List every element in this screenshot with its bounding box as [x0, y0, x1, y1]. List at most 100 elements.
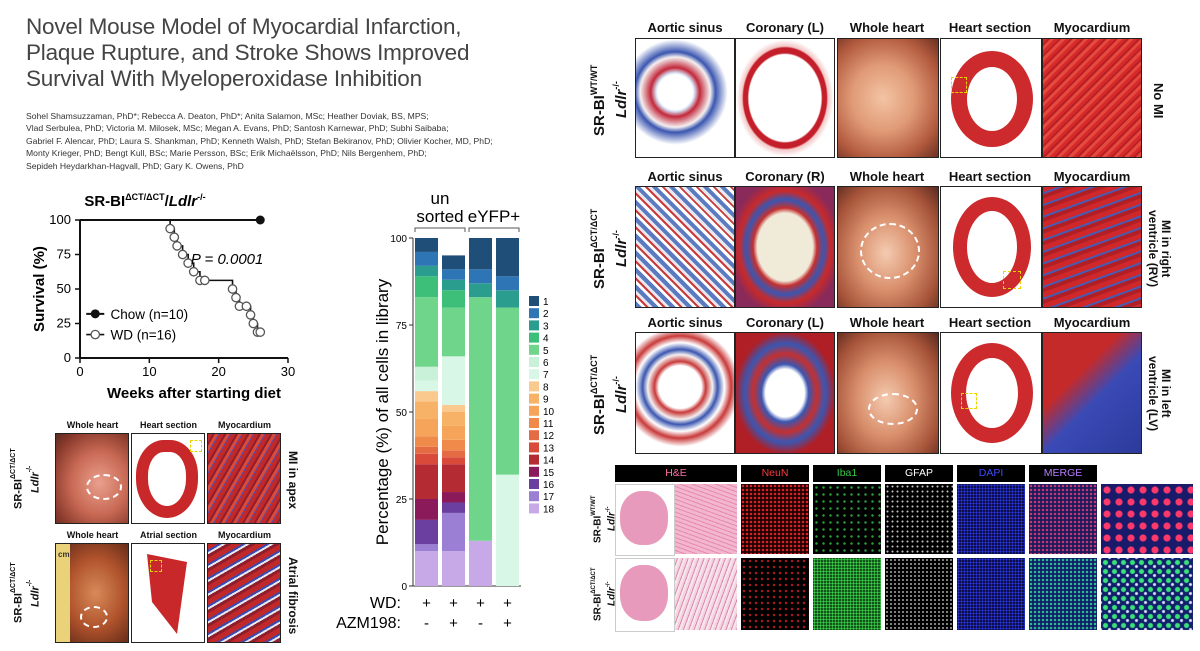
y-tick-label: 0 [64, 350, 71, 365]
genotype-ct-label-1: SR-BIΔCT/ΔCT Ldlr-/- [589, 208, 630, 289]
brain-dapi-wt [957, 484, 1025, 554]
header-neun: NeuN [741, 465, 809, 482]
mi-lv-label: MI in left ventricle (LV) [1146, 355, 1173, 432]
legend-swatch [529, 320, 539, 331]
title-line-1: Novel Mouse Model of Myocardial Infarcti… [26, 14, 462, 39]
bar-segment [442, 439, 465, 451]
header-myocardium: Myocardium [217, 420, 271, 430]
brain-iba1-wt [813, 484, 881, 554]
brain-gfap-wt [885, 484, 953, 554]
row-value-wd: + [503, 595, 512, 612]
legend-chow-label: Chow (n=10) [111, 307, 189, 322]
p-value-label: P = 0.0001 [191, 251, 263, 268]
header-coronary-r: Coronary (R) [745, 169, 825, 184]
header-whole-heart-2: Whole heart [66, 530, 119, 540]
header-aortic-sinus-3: Aortic sinus [647, 315, 723, 330]
header-myocardium-3: Myocardium [1053, 315, 1131, 330]
y-tick-label: 50 [396, 408, 408, 419]
header-coronary-l-3: Coronary (L) [746, 315, 824, 330]
header-myocardium: Myocardium [1053, 20, 1131, 35]
heart-section-photo-2 [940, 186, 1042, 308]
whole-heart-photo-3 [837, 332, 939, 454]
mi-genotype-label-1: SR-BIΔCT/ΔCT Ldlr-/- [10, 448, 42, 510]
legend-swatch [529, 357, 539, 367]
y-tick-label: 0 [401, 582, 407, 593]
bar-segment [496, 307, 519, 475]
coronary-l-photo-3 [735, 332, 835, 454]
legend-label: 14 [543, 456, 555, 467]
bar-segment [496, 276, 519, 291]
brain-neun-wt [741, 484, 809, 554]
bar-segment [415, 297, 438, 367]
header-whole-heart: Whole heart [66, 420, 119, 430]
legend-swatch [529, 430, 539, 441]
legend-label: 9 [543, 395, 549, 406]
legend-label: 10 [543, 407, 555, 418]
bar-segment [496, 290, 519, 308]
bar-segment [442, 492, 465, 503]
legend-swatch [529, 332, 539, 343]
series-wd-point [248, 318, 259, 329]
legend-swatch [529, 503, 539, 514]
no-mi-label: No MI [1151, 83, 1166, 119]
group-label-unsorted-1: un [431, 189, 450, 208]
legend-wd-label: WD (n=16) [111, 328, 177, 343]
series-wd-point [165, 223, 175, 234]
header-heart-section: Heart section [948, 20, 1032, 35]
series-wd-point [172, 241, 182, 251]
author-line: Vlad Serbulea, PhD; Victoria M. Milosek,… [26, 123, 449, 134]
bar-segment [442, 412, 465, 426]
title-line-3: Survival With Myeloperoxidase Inhibition [26, 66, 422, 91]
aortic-sinus-photo [635, 38, 735, 158]
coronary-l-photo [735, 38, 835, 158]
aortic-sinus-photo-2 [635, 186, 735, 308]
bar-segment [442, 269, 465, 280]
brain-merge-wt [1029, 484, 1097, 554]
brain-he-overview-ct [615, 558, 675, 632]
x-tick-label: 10 [142, 364, 156, 379]
header-whole-heart-3: Whole heart [849, 315, 925, 330]
mi-rv-label: MI in right ventricle (RV) [1146, 210, 1173, 288]
bar-segment [415, 251, 438, 266]
legend-label: 11 [543, 419, 554, 430]
y-tick-label: 25 [396, 495, 408, 506]
myocardium-photo [207, 433, 281, 524]
brain-merge-ct [1029, 558, 1097, 630]
series-wd-point [183, 258, 194, 268]
legend-swatch [529, 344, 539, 355]
whole-heart-ruler-photo: cm [55, 543, 129, 643]
author-line: Sohel Shamsuzzaman, PhD*; Rebecca A. Dea… [26, 111, 429, 121]
myocardium-photo-2 [1042, 186, 1142, 308]
bar-segment [469, 283, 492, 298]
brain-genotype-wt: SR-BIWT/WT Ldlr-/- [591, 495, 618, 543]
bar-segment [415, 499, 438, 520]
y-axis-label: Survival (%) [31, 246, 48, 332]
brain-gfap-ct [885, 558, 953, 630]
series-wd-point [231, 292, 241, 303]
legend-label: 7 [543, 370, 549, 381]
header-heart-section-3: Heart section [948, 315, 1032, 330]
row-value-azm: + [449, 615, 458, 632]
bar-segment [415, 238, 438, 252]
legend-label: 18 [543, 504, 555, 515]
series-wd-point [188, 266, 199, 277]
header-iba1: Iba1 [813, 465, 881, 482]
brain-he-zoom-wt [675, 484, 737, 554]
header-atrial-section: Atrial section [139, 530, 197, 540]
legend-swatch [529, 393, 539, 404]
header-aortic-sinus-2: Aortic sinus [647, 169, 723, 184]
legend-label: 17 [543, 492, 555, 503]
bar-segment [442, 255, 465, 270]
bar-segment [469, 269, 492, 284]
legend-swatch [529, 491, 539, 502]
bar-segment [442, 450, 465, 458]
legend-label: 15 [543, 468, 555, 479]
brain-neun-ct [741, 558, 809, 630]
legend-label: 16 [543, 480, 555, 491]
bar-segment [415, 401, 438, 419]
y-tick-label: 50 [57, 281, 71, 296]
bar-segment [442, 425, 465, 440]
header-whole-heart: Whole heart [849, 20, 925, 35]
heart-section-photo [940, 38, 1042, 158]
mi-apex-label: MI in apex [286, 450, 300, 509]
